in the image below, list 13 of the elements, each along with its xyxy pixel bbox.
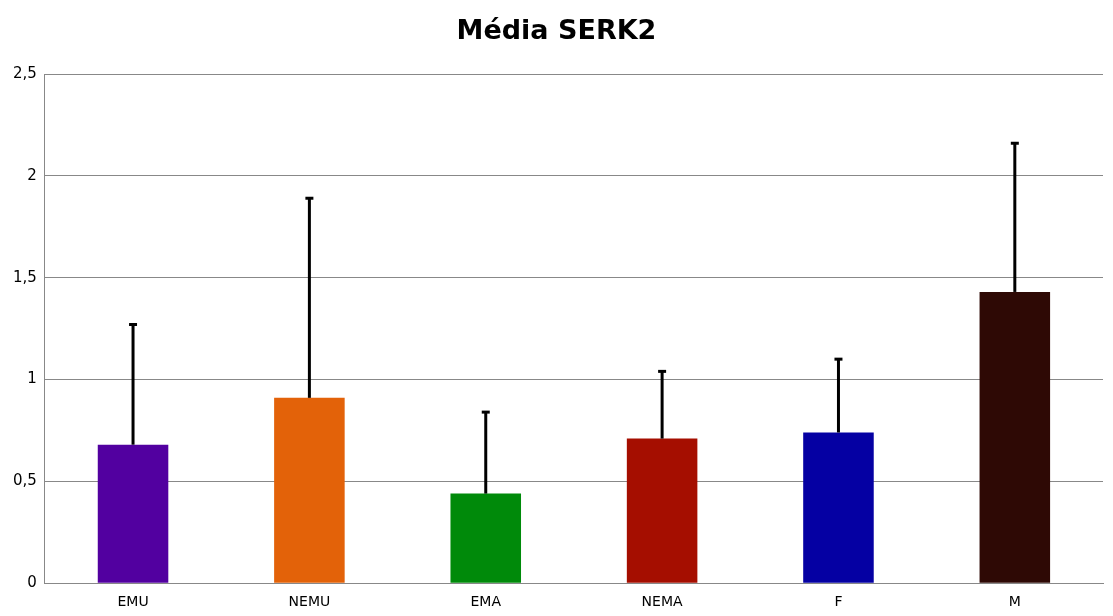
x-tick-label: F <box>834 593 843 610</box>
y-tick-label: 2 <box>27 165 37 184</box>
x-tick-label: EMA <box>470 593 502 610</box>
y-tick-label: 0,5 <box>13 471 37 490</box>
x-tick-label: NEMU <box>288 593 331 610</box>
y-tick-label: 1 <box>27 369 37 388</box>
chart-title: Média SERK2 <box>455 14 658 47</box>
x-tick-label: NEMA <box>641 593 684 610</box>
y-tick-label: 2,5 <box>13 63 37 82</box>
x-tick-label: M <box>1008 593 1021 610</box>
x-tick-label: EMU <box>117 593 149 610</box>
y-tick-label: 1,5 <box>13 267 37 286</box>
y-tick-label: 0 <box>27 573 37 592</box>
